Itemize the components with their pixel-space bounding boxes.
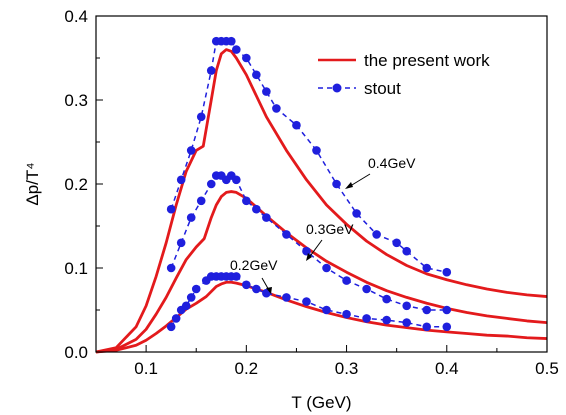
stout-point-0.4gev (272, 104, 281, 113)
stout-point-0.4gev (402, 246, 411, 256)
stout-point-0.2gev (422, 322, 432, 332)
stout-point-0.4gev (312, 146, 321, 155)
axes: 0.1 0.2 0.3 0.4 0.5 0.0 0.1 0.2 0.3 0.4 (64, 7, 558, 378)
stout-point-0.2gev (171, 314, 181, 323)
stout-point-0.2gev (191, 284, 201, 294)
stout-point-0.2gev (232, 272, 241, 281)
annotation-0.2gev: 0.2GeV (230, 257, 278, 273)
stout-point-0.3gev (252, 204, 261, 214)
y-tick-label: 0.3 (64, 91, 88, 110)
stout-point-0.2gev (382, 315, 391, 325)
stout-point-0.2gev (252, 284, 261, 294)
stout-point-0.3gev (232, 175, 241, 185)
legend-label-stout: stout (364, 79, 401, 98)
stout-point-0.3gev (402, 301, 411, 311)
plot-area (95, 36, 548, 354)
stout-point-0.4gev (392, 238, 401, 248)
stout-point-0.2gev (402, 318, 411, 327)
annotation-arrowhead-0.4gev (345, 182, 353, 189)
stout-point-0.4gev (227, 36, 236, 46)
stout-point-0.4gev (422, 263, 432, 273)
stout-point-0.3gev (262, 213, 271, 222)
y-tick-label: 0.1 (64, 259, 88, 278)
stout-point-0.4gev (442, 267, 452, 277)
stout-point-0.3gev (302, 246, 311, 256)
stout-point-0.2gev (362, 314, 371, 323)
stout-point-0.3gev (206, 179, 216, 189)
stout-line-0.3gev (170, 174, 447, 311)
stout-point-0.4gev (186, 146, 196, 155)
x-tick-label: 0.4 (435, 359, 459, 378)
stout-point-0.4gev (332, 179, 341, 189)
stout-point-0.3gev (186, 213, 196, 222)
stout-point-0.4gev (206, 66, 216, 75)
stout-point-0.3gev (362, 284, 371, 294)
stout-point-0.3gev (166, 263, 176, 273)
x-tick-label: 0.1 (134, 359, 158, 378)
annotation-arrowhead-0.3gev (306, 253, 312, 261)
y-tick-label: 0.0 (64, 343, 88, 362)
stout-point-0.2gev (242, 280, 251, 290)
stout-point-0.3gev (242, 196, 251, 206)
x-tick-label: 0.2 (235, 359, 259, 378)
stout-point-0.3gev (282, 230, 291, 239)
annotation-0.3gev: 0.3GeV (306, 221, 354, 237)
annotation-arrowhead-0.2gev (266, 287, 272, 294)
stout-point-0.2gev (262, 288, 271, 298)
annotations: 0.4GeV 0.3GeV 0.2GeV (230, 155, 416, 294)
stout-point-0.4gev (166, 204, 176, 214)
stout-point-0.4gev (176, 175, 186, 185)
x-tick-label: 0.5 (535, 359, 559, 378)
stout-point-0.4gev (242, 53, 251, 63)
present-work-line-0.4gev (95, 48, 548, 354)
stout-point-0.2gev (166, 322, 176, 332)
stout-line-0.4gev (170, 40, 447, 273)
annotation-0.4gev: 0.4GeV (368, 155, 416, 171)
stout-point-0.3gev (176, 238, 186, 248)
stout-point-0.4gev (372, 230, 381, 239)
y-axis-title: Δp/T⁴ (23, 162, 42, 205)
stout-point-0.2gev (181, 301, 191, 311)
stout-point-0.3gev (422, 305, 432, 315)
stout-point-0.3gev (342, 276, 351, 285)
stout-point-0.4gev (196, 112, 206, 122)
x-axis-title: T (GeV) (291, 393, 351, 412)
stout-point-0.4gev (252, 70, 261, 80)
legend-marker-stout (332, 83, 342, 93)
stout-point-0.2gev (342, 309, 351, 319)
stout-point-0.4gev (262, 87, 271, 96)
stout-point-0.3gev (196, 196, 206, 206)
x-tick-label: 0.3 (335, 359, 359, 378)
present-work-line-0.2gev (95, 280, 548, 354)
stout-point-0.4gev (292, 120, 301, 130)
stout-point-0.2gev (442, 322, 452, 332)
stout-point-0.2gev (282, 293, 291, 302)
stout-point-0.2gev (302, 297, 311, 306)
y-tick-label: 0.4 (64, 7, 88, 26)
stout-point-0.4gev (232, 45, 241, 54)
stout-point-0.3gev (382, 294, 391, 304)
legend: the present work stout (318, 51, 490, 98)
stout-point-0.4gev (352, 209, 361, 218)
y-tick-label: 0.2 (64, 175, 88, 194)
stout-point-0.2gev (322, 305, 331, 315)
stout-point-0.2gev (186, 293, 196, 302)
stout-point-0.3gev (442, 305, 452, 315)
stout-point-0.3gev (322, 263, 331, 273)
legend-label-present-work: the present work (364, 51, 490, 70)
